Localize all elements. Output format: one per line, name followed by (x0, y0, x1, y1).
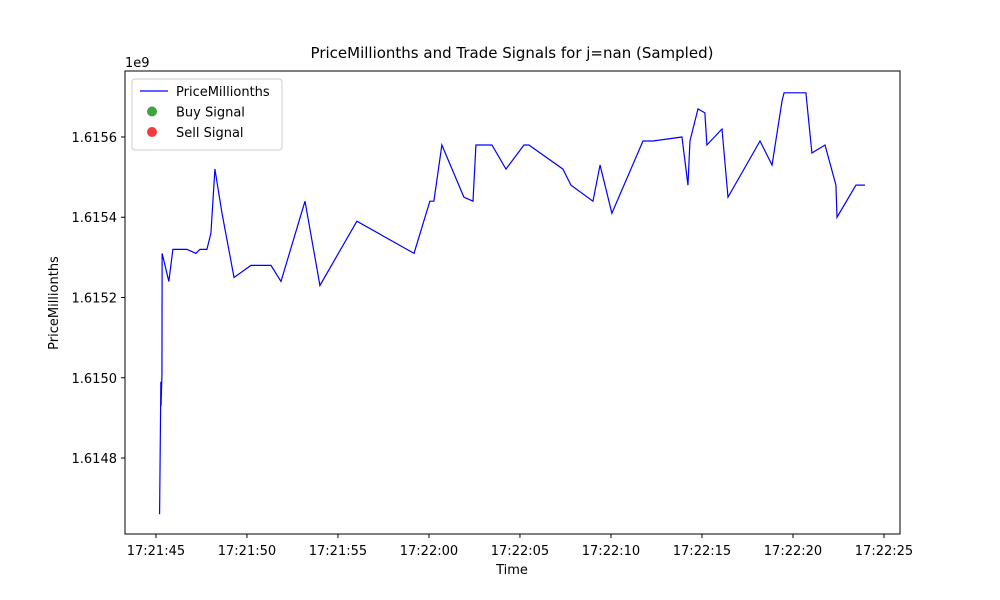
y-axis-label: PriceMillionths (47, 256, 62, 350)
legend-swatch (147, 106, 157, 117)
legend-box (131, 78, 283, 151)
legend-label: Buy Signal (176, 106, 245, 121)
x-tick-label: 17:22:10 (582, 544, 640, 559)
y-tick-label: 1.6156 (72, 131, 118, 146)
y-tick-label: 1.6152 (72, 292, 118, 307)
x-tick-label: 17:21:45 (127, 544, 185, 559)
x-tick-label: 17:21:50 (218, 544, 276, 559)
legend-label: PriceMillionths (176, 85, 270, 100)
x-tick-label: 17:21:55 (309, 544, 367, 559)
y-offset-label: 1e9 (125, 56, 150, 71)
price-line (158, 92, 866, 515)
y-tick-label: 1.6150 (72, 372, 118, 387)
x-tick-label: 17:22:20 (764, 544, 822, 559)
x-tick-label: 17:22:00 (400, 544, 458, 559)
chart-title: PriceMillionths and Trade Signals for j=… (311, 44, 714, 62)
legend-swatch (147, 127, 157, 137)
y-tick-label: 1.6148 (72, 452, 118, 467)
legend-label: Sell Signal (176, 126, 244, 141)
y-tick-label: 1.6154 (72, 211, 118, 226)
x-tick-label: 17:22:05 (491, 544, 549, 559)
plot-frame (124, 70, 901, 535)
x-tick-label: 17:22:25 (855, 544, 913, 559)
x-tick-label: 17:22:15 (673, 544, 731, 559)
x-axis-label: Time (495, 563, 528, 578)
